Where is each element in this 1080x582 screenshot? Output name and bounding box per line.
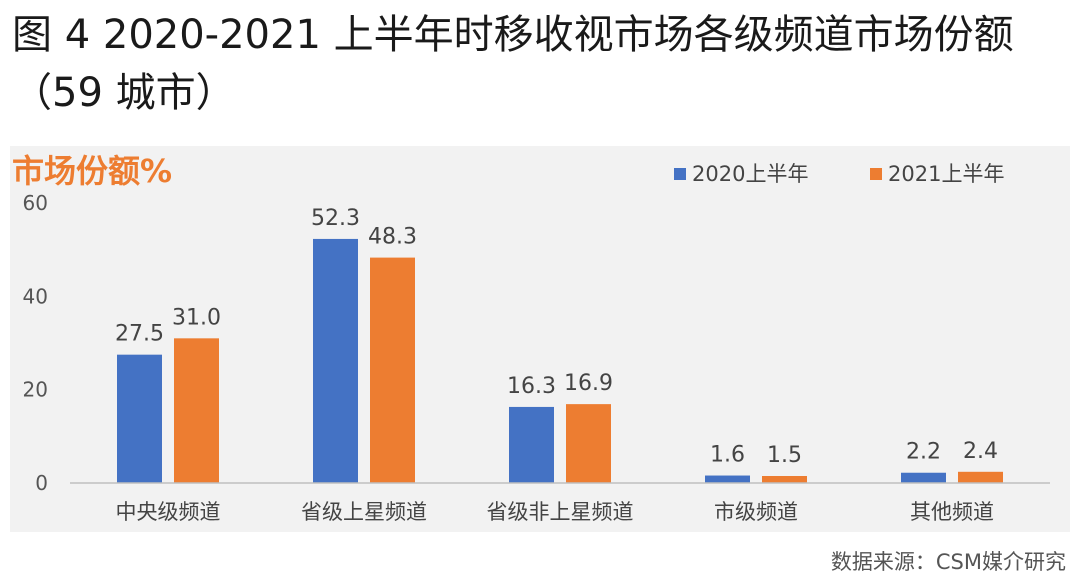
bar [705, 475, 750, 483]
data-label: 52.3 [311, 206, 360, 231]
bar [901, 472, 946, 483]
data-label: 1.6 [710, 443, 745, 468]
x-tick-label: 市级频道 [714, 500, 798, 524]
x-tick-label: 其他频道 [910, 500, 994, 524]
data-label: 27.5 [115, 322, 164, 347]
data-label: 31.0 [172, 305, 221, 330]
bar [174, 338, 219, 483]
data-label: 48.3 [368, 225, 417, 250]
bar [566, 404, 611, 483]
data-label: 2.4 [963, 439, 998, 464]
legend-label-2021: 2021上半年 [888, 162, 1005, 186]
y-tick-label: 0 [35, 471, 48, 495]
y-tick-label: 60 [23, 191, 48, 215]
bar-chart: 0 20 40 60 27.5 31.0 中央级频道 52.3 48.3 省级上星频道 16.3 16… [23, 191, 1050, 524]
chart-panel: 市场份额% 2020上半年 2021上半年 0 20 40 60 27.5 31.0 中央级… [10, 146, 1070, 532]
y-axis-label: 市场份额% [12, 152, 173, 190]
data-label: 16.9 [564, 371, 613, 396]
x-tick-label: 省级上星频道 [301, 500, 427, 524]
data-label: 1.5 [767, 443, 802, 468]
bar [313, 238, 358, 483]
legend-item-2020: 2020上半年 [674, 158, 808, 188]
legend-swatch-2020 [674, 168, 686, 180]
source-note: 数据来源：CSM媒介研究 [830, 550, 1066, 574]
x-tick-label: 中央级频道 [116, 500, 221, 524]
bar [509, 406, 554, 483]
data-label: 2.2 [906, 440, 941, 465]
figure-title: 图 4 2020-2021 上半年时移收视市场各级频道市场份额（59 城市） [12, 12, 1014, 116]
data-label: 16.3 [507, 374, 556, 399]
legend-label-2020: 2020上半年 [692, 162, 809, 186]
bar [117, 354, 162, 483]
legend-swatch-2021 [870, 168, 882, 180]
y-tick-label: 20 [23, 378, 48, 402]
legend-item-2021: 2021上半年 [870, 158, 1004, 188]
bar [762, 476, 807, 483]
x-tick-label: 省级非上星频道 [487, 500, 634, 524]
bar [370, 257, 415, 483]
y-tick-label: 40 [23, 284, 48, 308]
bar [958, 471, 1003, 483]
